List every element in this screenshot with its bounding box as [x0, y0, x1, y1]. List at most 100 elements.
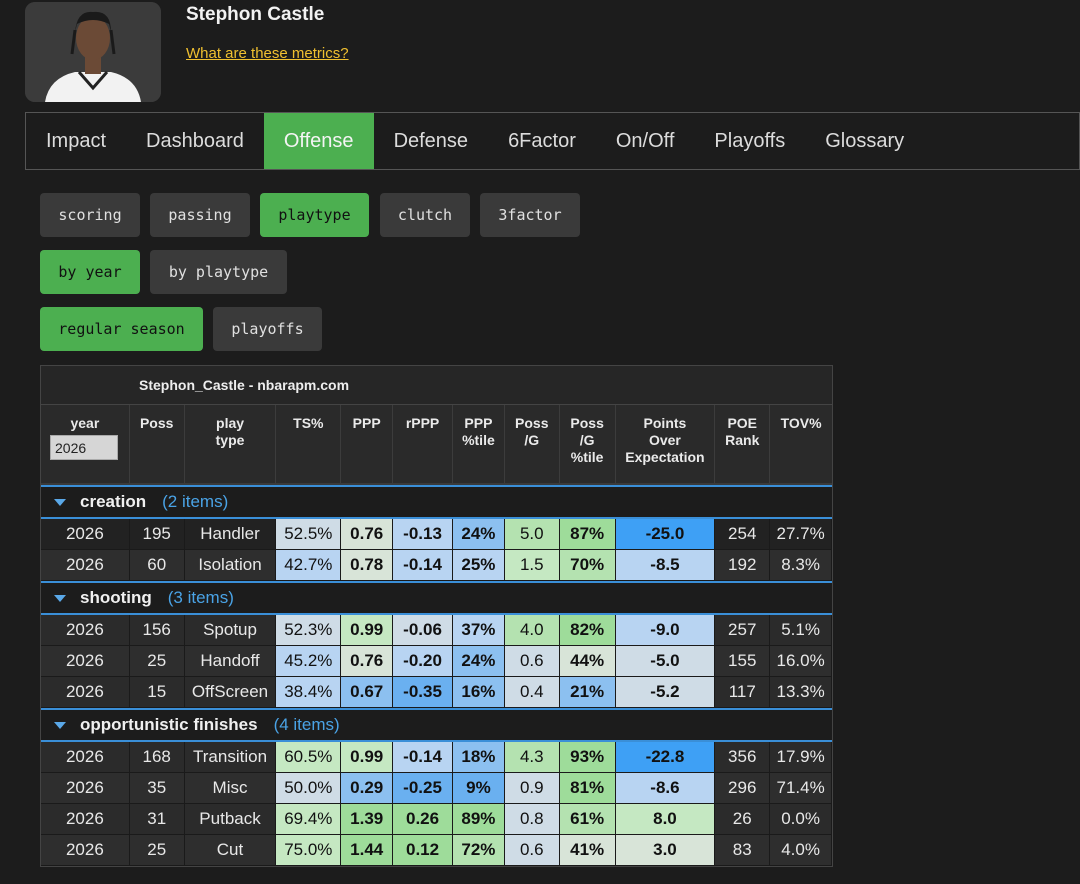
- scoring-button[interactable]: scoring: [40, 193, 140, 237]
- cell-poss: 168: [129, 742, 185, 773]
- cell-ts: 38.4%: [276, 677, 342, 708]
- tab-playoffs[interactable]: Playoffs: [714, 129, 786, 152]
- cell-ppp-tile: 89%: [452, 804, 505, 835]
- cell-play-type: Spotup: [184, 615, 277, 646]
- tab-onoff[interactable]: On/Off: [615, 129, 675, 152]
- header-poss-g-tile[interactable]: Poss/G %tile: [560, 405, 616, 483]
- tab-impact[interactable]: Impact: [46, 129, 107, 152]
- table-row[interactable]: 2026 25 Handoff 45.2% 0.76 -0.20 24% 0.6 44% -5.0…: [41, 646, 833, 677]
- cell-ppp: 0.78: [341, 550, 394, 581]
- table-row[interactable]: 2026 35 Misc 50.0% 0.29 -0.25 9% 0.9 81% -8.6 296 7…: [41, 773, 833, 804]
- cell-poe: -8.5: [615, 550, 716, 581]
- table-row[interactable]: 2026 25 Cut 75.0% 1.44 0.12 72% 0.6 41% 3.0 83 4.0%: [41, 835, 833, 866]
- cell-poss-g-tile: 61%: [559, 804, 616, 835]
- cell-rppp: -0.14: [393, 550, 453, 581]
- cell-poss: 35: [129, 773, 185, 804]
- header-poe-rank[interactable]: POE Rank: [715, 405, 771, 483]
- header-poe[interactable]: Points Over Expectation: [616, 405, 716, 483]
- cell-ppp: 0.76: [341, 519, 394, 550]
- cell-play-type: Isolation: [184, 550, 277, 581]
- by-playtype-button[interactable]: by playtype: [150, 250, 287, 294]
- cell-ppp: 1.39: [341, 804, 394, 835]
- year-filter-input[interactable]: [50, 435, 118, 460]
- cell-poe: 3.0: [615, 835, 716, 866]
- header-poss-g[interactable]: Poss/G: [505, 405, 560, 483]
- cell-ppp-tile: 16%: [452, 677, 505, 708]
- cell-ppp: 0.67: [341, 677, 394, 708]
- table-header: year Poss playtype TS% PPP rPPP PPP%tile…: [41, 405, 832, 485]
- tab-6factor[interactable]: 6Factor: [508, 129, 576, 152]
- cell-poe-rank: 254: [715, 519, 771, 550]
- cell-poss-g: 0.6: [504, 646, 560, 677]
- cell-rppp: -0.13: [393, 519, 453, 550]
- cell-poss-g: 5.0: [504, 519, 560, 550]
- cell-poss: 31: [129, 804, 185, 835]
- cell-year: 2026: [41, 519, 130, 550]
- cell-play-type: Putback: [184, 804, 277, 835]
- cell-poss-g-tile: 93%: [559, 742, 616, 773]
- table-row[interactable]: 2026 168 Transition 60.5% 0.99 -0.14 18% 4.3 93%…: [41, 742, 833, 773]
- group-header[interactable]: creation (2 items): [41, 485, 832, 519]
- cell-ppp: 0.99: [341, 742, 394, 773]
- collapse-triangle-icon[interactable]: [54, 594, 66, 602]
- table-row[interactable]: 2026 15 OffScreen 38.4% 0.67 -0.35 16% 0.4 21% -5…: [41, 677, 833, 708]
- header-rppp[interactable]: rPPP: [393, 405, 453, 483]
- cell-year: 2026: [41, 773, 130, 804]
- table-row[interactable]: 2026 156 Spotup 52.3% 0.99 -0.06 37% 4.0 82% -9.0…: [41, 615, 833, 646]
- cell-poe-rank: 26: [715, 804, 771, 835]
- 3factor-button[interactable]: 3factor: [480, 193, 580, 237]
- header-play-type[interactable]: play type: [185, 405, 277, 483]
- playtype-table: Stephon_Castle - nbarapm.com year Poss p…: [40, 365, 833, 867]
- cell-year: 2026: [41, 646, 130, 677]
- cell-tov: 0.0%: [770, 804, 833, 835]
- group-count: (4 items): [273, 715, 340, 734]
- cell-play-type: OffScreen: [184, 677, 277, 708]
- cell-ppp-tile: 37%: [452, 615, 505, 646]
- metrics-help-link[interactable]: What are these metrics?: [186, 45, 349, 62]
- tab-glossary[interactable]: Glossary: [825, 129, 905, 152]
- group-name: opportunistic finishes: [80, 715, 258, 734]
- cell-poss-g: 0.4: [504, 677, 560, 708]
- header-ppp[interactable]: PPP: [341, 405, 394, 483]
- header-ts[interactable]: TS%: [276, 405, 342, 483]
- cell-ppp: 1.44: [341, 835, 394, 866]
- table-row[interactable]: 2026 60 Isolation 42.7% 0.78 -0.14 25% 1.5 70% -8…: [41, 550, 833, 581]
- table-row[interactable]: 2026 195 Handler 52.5% 0.76 -0.13 24% 5.0 87% -25…: [41, 519, 833, 550]
- cell-poss-g: 0.9: [504, 773, 560, 804]
- cell-ppp: 0.29: [341, 773, 394, 804]
- cell-tov: 71.4%: [770, 773, 833, 804]
- cell-poss-g-tile: 21%: [559, 677, 616, 708]
- cell-play-type: Cut: [184, 835, 277, 866]
- group-header[interactable]: opportunistic finishes (4 items): [41, 708, 832, 742]
- collapse-triangle-icon[interactable]: [54, 721, 66, 729]
- cell-poe: -5.2: [615, 677, 716, 708]
- cell-poe-rank: 192: [715, 550, 771, 581]
- group-count: (3 items): [167, 588, 234, 607]
- cell-rppp: 0.26: [393, 804, 453, 835]
- header-poss[interactable]: Poss: [130, 405, 185, 483]
- table-row[interactable]: 2026 31 Putback 69.4% 1.39 0.26 89% 0.8 61% 8.0 26…: [41, 804, 833, 835]
- passing-button[interactable]: passing: [150, 193, 250, 237]
- cell-poe: -9.0: [615, 615, 716, 646]
- cell-rppp: -0.06: [393, 615, 453, 646]
- header-ppp-tile[interactable]: PPP %tile: [453, 405, 505, 483]
- cell-poss: 60: [129, 550, 185, 581]
- group-header[interactable]: shooting (3 items): [41, 581, 832, 615]
- cell-rppp: -0.35: [393, 677, 453, 708]
- tab-dashboard[interactable]: Dashboard: [146, 129, 244, 152]
- cell-rppp: -0.20: [393, 646, 453, 677]
- header-tov[interactable]: TOV%: [780, 415, 822, 431]
- tab-offense[interactable]: Offense: [263, 113, 374, 169]
- by-year-button[interactable]: by year: [40, 250, 140, 294]
- cell-ts: 50.0%: [276, 773, 342, 804]
- playtype-button[interactable]: playtype: [260, 193, 369, 237]
- main-tabs: Impact Dashboard Offense Defense 6Factor…: [25, 112, 1080, 170]
- regular-season-button[interactable]: regular season: [40, 307, 203, 351]
- group-name: shooting: [80, 588, 152, 607]
- playoffs-button[interactable]: playoffs: [213, 307, 322, 351]
- tab-defense[interactable]: Defense: [393, 129, 469, 152]
- clutch-button[interactable]: clutch: [380, 193, 470, 237]
- cell-poss-g: 0.8: [504, 804, 560, 835]
- cell-rppp: -0.14: [393, 742, 453, 773]
- collapse-triangle-icon[interactable]: [54, 498, 66, 506]
